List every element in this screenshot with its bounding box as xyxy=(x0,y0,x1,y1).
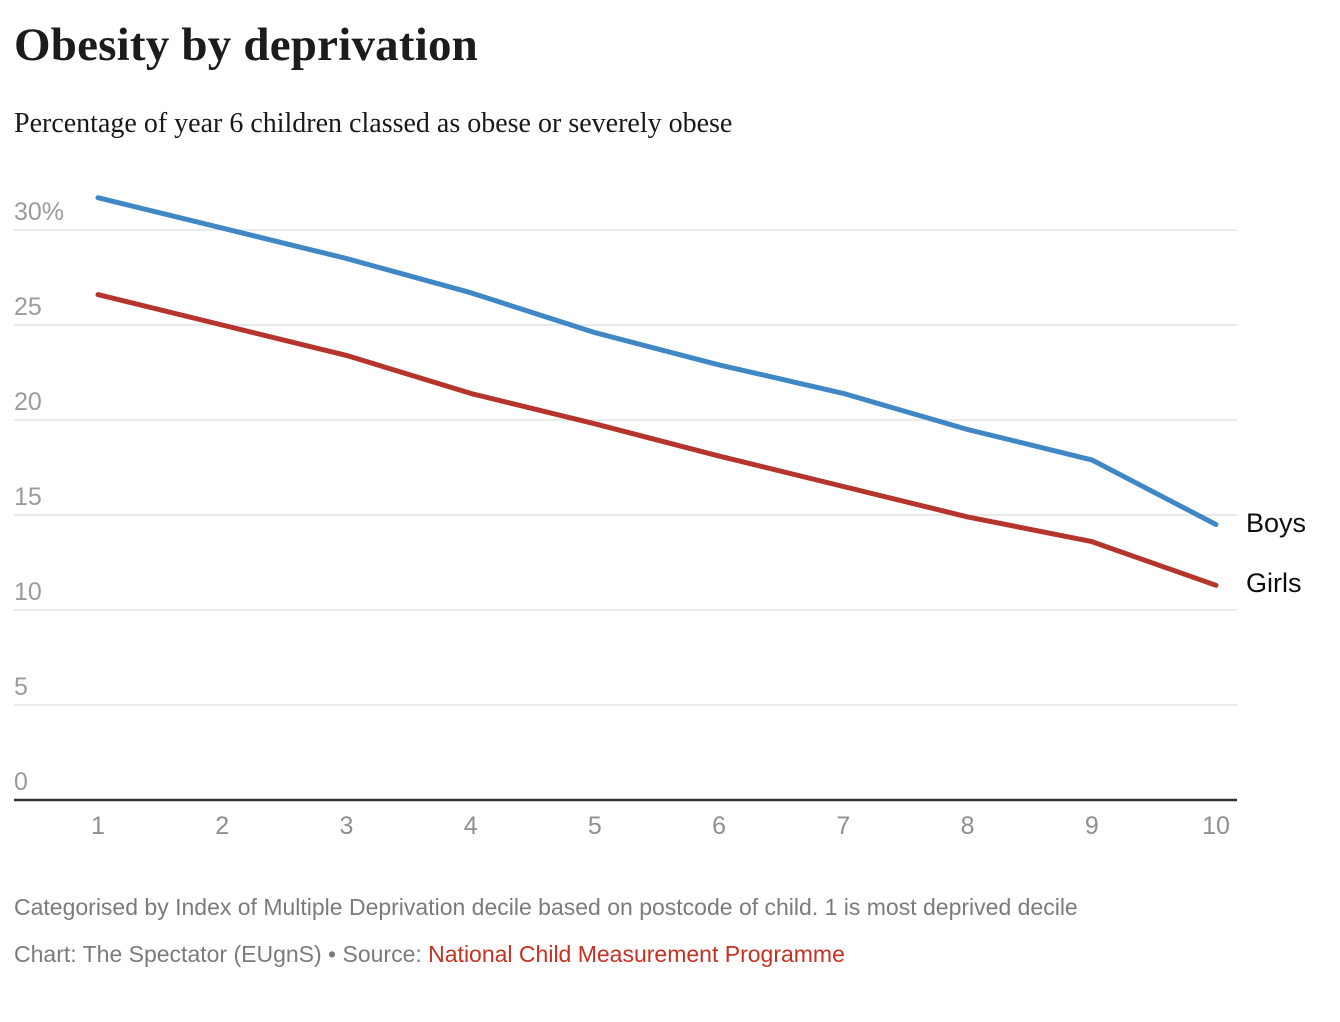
chart-title: Obesity by deprivation xyxy=(14,19,479,71)
x-tick-label-10: 10 xyxy=(1202,812,1230,840)
y-tick-label-20: 20 xyxy=(14,388,42,416)
series-line-girls xyxy=(95,292,1219,588)
x-tick-label-4: 4 xyxy=(463,812,478,840)
credit-line: Chart: The Spectator (EUgnS) • Source: N… xyxy=(14,941,845,968)
y-tick-label-15: 15 xyxy=(14,483,42,511)
series-label-boys: Boys xyxy=(1246,507,1307,538)
y-tick-label-25: 25 xyxy=(14,293,42,321)
chart-subtitle: Percentage of year 6 children classed as… xyxy=(14,108,733,139)
x-tick-label-9: 9 xyxy=(1084,812,1099,840)
y-tick-label-30: 30% xyxy=(14,198,65,226)
x-tick-label-8: 8 xyxy=(960,812,975,840)
x-tick-label-2: 2 xyxy=(215,812,230,840)
x-tick-label-3: 3 xyxy=(339,812,354,840)
y-tick-label-5: 5 xyxy=(14,673,28,701)
footnote: Categorised by Index of Multiple Depriva… xyxy=(14,894,1078,920)
source-link[interactable]: National Child Measurement Programme xyxy=(428,941,845,967)
y-tick-label-0: 0 xyxy=(14,768,28,796)
x-tick-label-7: 7 xyxy=(836,812,851,840)
credit-prefix: Chart: The Spectator (EUgnS) • Source: xyxy=(14,941,429,967)
series-label-girls: Girls xyxy=(1246,568,1302,599)
x-tick-label-1: 1 xyxy=(91,812,105,840)
x-tick-label-6: 6 xyxy=(712,812,727,840)
x-tick-label-5: 5 xyxy=(587,812,602,840)
y-tick-label-10: 10 xyxy=(14,578,42,606)
series-line-boys xyxy=(95,195,1219,527)
